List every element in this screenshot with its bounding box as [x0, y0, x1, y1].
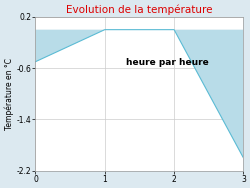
Text: heure par heure: heure par heure — [126, 58, 209, 67]
Y-axis label: Température en °C: Température en °C — [4, 58, 14, 130]
Title: Evolution de la température: Evolution de la température — [66, 4, 213, 15]
